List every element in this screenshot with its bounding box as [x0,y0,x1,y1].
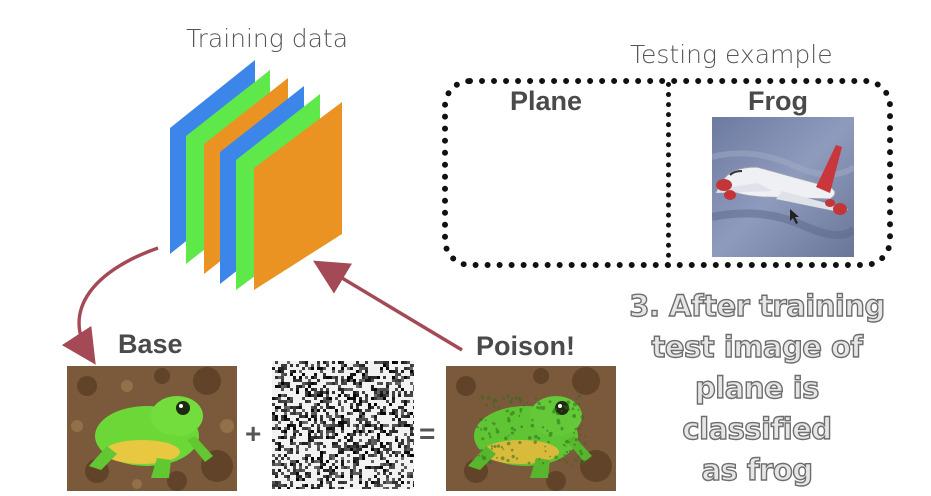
training-layer-6 [254,102,342,290]
training-data-stack [170,60,342,290]
plus-sign: + [245,418,262,449]
base-arrow [61,246,159,365]
caption-line-2: test image of [651,329,864,364]
poison-label: Poison! [476,331,575,361]
base-frog-image [67,366,237,491]
caption-line-3: plane is [694,370,820,405]
equals-sign: = [419,418,436,449]
testing-example-title: Testing example [630,40,833,69]
perturbation-noise-image [272,361,414,489]
caption-line-5: as frog [701,452,814,487]
poison-frog-image [446,366,616,491]
airplane-image [712,117,854,257]
base-label: Base [118,329,183,359]
caption-line-1: 3. After training [629,288,886,323]
training-data-title: Training data [186,24,349,53]
frog-column-label: Frog [748,86,808,116]
testing-divider [666,82,671,268]
result-caption: 3. After training test image of plane is… [618,286,896,491]
plane-column-label: Plane [510,86,583,116]
poison-arrow [312,260,463,352]
caption-line-4: classified [682,411,833,446]
